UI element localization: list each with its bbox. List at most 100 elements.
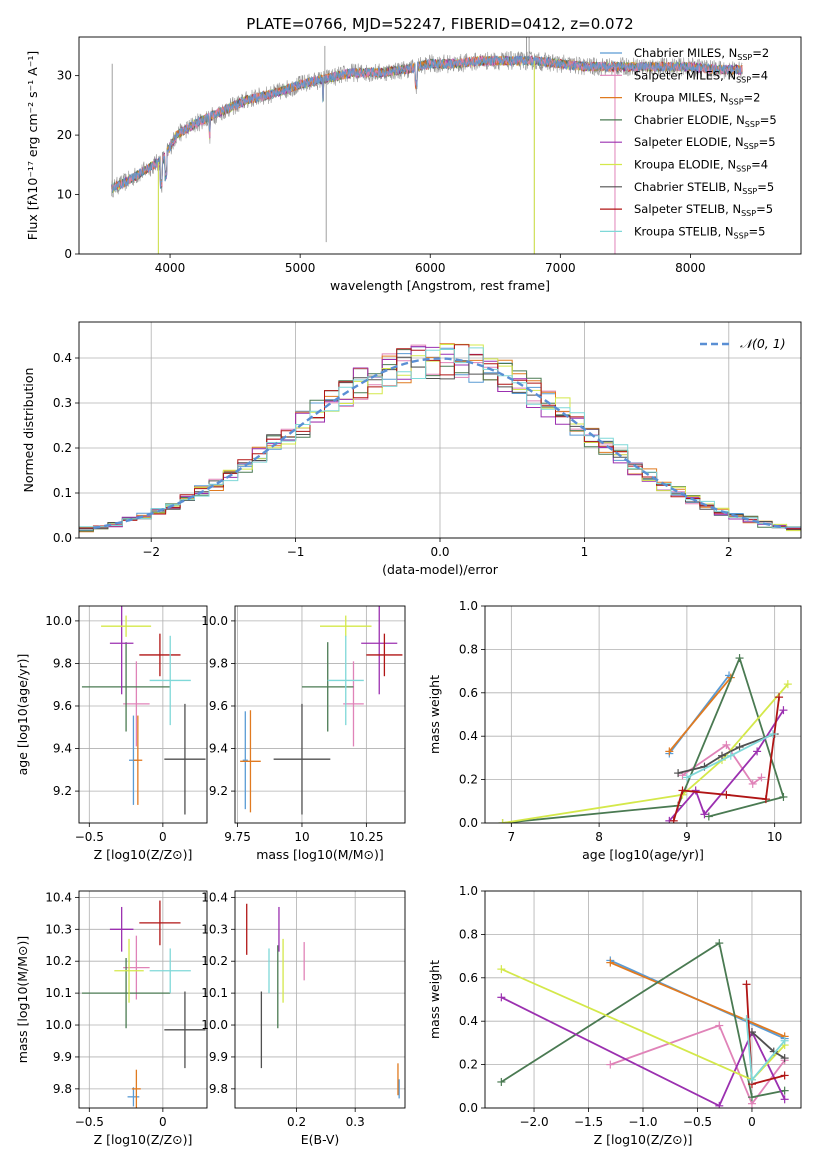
y-axis-label: Flux [fλ10⁻¹⁷ erg cm⁻² s⁻¹ A⁻¹] (25, 51, 40, 240)
error-bars (81, 606, 206, 815)
y-tick-label: 10.4 (201, 890, 228, 904)
y-tick-label: 0.4 (53, 351, 72, 365)
legend-label: Kroupa STELIB, NSSP=5 (634, 224, 765, 240)
legend-label: Salpeter MILES, NSSP=4 (634, 68, 768, 84)
x-tick-label: 10.25 (349, 830, 383, 844)
x-tick-label: 8 (595, 830, 603, 844)
y-tick-label: 9.4 (209, 742, 228, 756)
normal-curve (93, 357, 787, 530)
age-vs-mass-panel: 9.75 10 10.25 9.2 9.4 9.6 9.8 10.0 mass [log10(M… (201, 605, 406, 862)
weight-line (681, 743, 763, 786)
legend-label: Chabrier STELIB, NSSP=5 (634, 180, 774, 196)
axes-frame (234, 605, 406, 824)
y-tick-label: 10.0 (45, 614, 72, 628)
x-tick-label: 6000 (415, 261, 446, 275)
legend-label: Salpeter STELIB, NSSP=5 (634, 202, 773, 218)
y-tick-label: 20 (57, 128, 72, 142)
x-axis-label: mass [log10(M/M⊙)] (256, 847, 384, 862)
age-vs-metallicity-panel: −0.5 0 9.2 9.4 9.6 9.8 10.0 Z [log10(Z/Z⊙)] age … (15, 605, 208, 862)
mass-vs-metallicity-panel: −0.5 0 9.8 9.9 10.0 10.1 10.2 10.3 10.4 Z [log10(… (15, 890, 208, 1147)
y-tick-label: 1.0 (459, 884, 478, 898)
y-tick-label: 10.3 (201, 922, 228, 936)
y-tick-label: 10.0 (45, 1018, 72, 1032)
legend-label: 𝒩(0, 1) (740, 336, 786, 351)
x-tick-label: −0.5 (683, 1115, 712, 1129)
x-tick-label: −1.5 (574, 1115, 603, 1129)
x-tick-label: 0.0 (430, 545, 449, 559)
weight-line (500, 941, 785, 1099)
y-tick-label: 0.2 (53, 441, 72, 455)
x-tick-label: −0.5 (75, 1115, 104, 1129)
y-tick-label: 0 (64, 247, 72, 261)
x-tick-label: 4000 (155, 261, 186, 275)
axes-frame (234, 890, 406, 1109)
y-tick-label: 10.0 (201, 614, 228, 628)
x-axis-label: age [log10(age/yr)] (582, 847, 704, 862)
weight-line (502, 655, 785, 823)
residual-histogram-panel: −2 −1 0.0 1 2 0.0 0.1 0.2 0.3 0.4 (data-model)/err… (21, 321, 802, 577)
x-tick-label: 7 (508, 830, 516, 844)
y-tick-label: 0.8 (459, 927, 478, 941)
y-tick-label: 0.2 (459, 1058, 478, 1072)
y-tick-label: 10.3 (45, 922, 72, 936)
y-tick-label: 0.2 (459, 773, 478, 787)
x-axis-label: Z [log10(Z/Z⊙)] (94, 1132, 193, 1147)
x-tick-label: 5000 (285, 261, 316, 275)
x-tick-label: −2.0 (519, 1115, 548, 1129)
legend-label: Kroupa MILES, NSSP=2 (634, 91, 760, 107)
y-tick-label: 0.6 (459, 686, 478, 700)
x-tick-label: −1.0 (628, 1115, 657, 1129)
axes-frame (78, 890, 208, 1109)
y-axis-label: mass weight (427, 960, 442, 1039)
x-tick-label: 0.2 (287, 1115, 306, 1129)
x-tick-label: 8000 (675, 261, 706, 275)
figure-title: PLATE=0766, MJD=52247, FIBERID=0412, z=0… (246, 15, 633, 33)
legend-label: Chabrier ELODIE, NSSP=5 (634, 113, 777, 129)
axes-frame (78, 605, 208, 824)
spectrum-panel: 4000 5000 6000 7000 8000 0 10 20 30 wavelength [A… (25, 36, 802, 293)
axes-frame (78, 321, 802, 539)
model-spectrum-line (111, 54, 743, 193)
x-tick-label: −0.5 (75, 830, 104, 844)
y-tick-label: 9.8 (53, 1082, 72, 1096)
y-tick-label: 0.0 (53, 531, 72, 545)
x-tick-label: 10 (767, 830, 782, 844)
y-tick-label: 10.1 (45, 986, 72, 1000)
model-spectrum-line (111, 55, 743, 192)
y-axis-label: mass [log10(M/M⊙)] (15, 936, 30, 1064)
y-tick-label: 0.3 (53, 396, 72, 410)
y-tick-label: 10.1 (201, 986, 228, 1000)
y-tick-label: 30 (57, 69, 72, 83)
x-axis-label: Z [log10(Z/Z⊙)] (594, 1132, 693, 1147)
y-tick-label: 10 (57, 188, 72, 202)
spectrum-lines (111, 37, 743, 254)
y-tick-label: 0.0 (459, 1101, 478, 1115)
y-tick-label: 10.2 (45, 954, 72, 968)
y-axis-label: age [log10(age/yr)] (15, 654, 30, 776)
histogram-line (79, 347, 801, 534)
weight-line (668, 677, 732, 752)
x-tick-label: 9.75 (224, 830, 251, 844)
x-axis-label: wavelength [Angstrom, rest frame] (330, 278, 550, 293)
y-tick-label: 9.2 (53, 784, 72, 798)
y-tick-label: 0.8 (459, 642, 478, 656)
y-tick-label: 0.0 (459, 816, 478, 830)
y-tick-label: 9.9 (209, 1050, 228, 1064)
mass-weight-vs-age-panel: 7 8 9 10 0.0 0.2 0.4 0.6 0.8 1.0 age [log10(age/yr… (427, 599, 802, 862)
y-tick-label: 9.8 (53, 656, 72, 670)
x-axis-label: E(B-V) (301, 1132, 340, 1147)
legend-label: Kroupa ELODIE, NSSP=4 (634, 158, 768, 174)
x-axis-label: Z [log10(Z/Z⊙)] (94, 847, 193, 862)
weight-line (500, 996, 786, 1108)
x-tick-label: 0 (159, 830, 167, 844)
axes-frame (78, 36, 802, 255)
legend-label: Chabrier MILES, NSSP=2 (634, 46, 769, 62)
weight-lines (497, 939, 789, 1108)
axes-frame (484, 605, 802, 824)
y-tick-label: 0.4 (459, 1014, 478, 1028)
x-tick-label: 2 (725, 545, 733, 559)
error-bars (246, 903, 400, 1099)
error-bars (240, 606, 403, 815)
weight-line (609, 1024, 786, 1106)
